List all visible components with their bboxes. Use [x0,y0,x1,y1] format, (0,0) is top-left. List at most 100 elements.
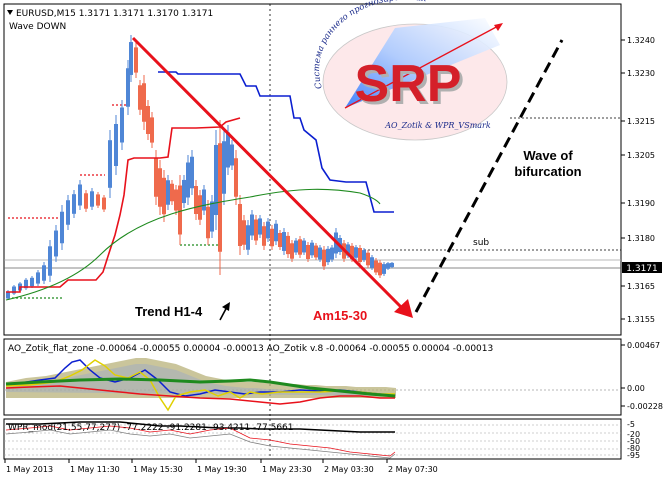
wpr-tick-label: -5 [627,420,635,429]
bear-candle [154,158,158,197]
bull-candle [326,248,330,263]
wpr-tick-label: -50 [627,437,640,446]
bear-candle [242,220,246,245]
bear-candle [286,235,290,255]
bull-candle [12,286,16,294]
bull-candle [226,132,230,168]
bull-candle [354,247,358,258]
bull-candle [258,218,262,235]
time-axis[interactable]: 1 May 2013 1 May 11:30 1 May 15:30 1 May 19… [4,459,438,474]
bear-candle [96,194,100,206]
price-tick-label: 1.3180 [627,234,655,243]
blue-trailing-line [158,71,394,213]
bull-candle [60,211,64,244]
bull-candle [120,107,124,143]
bear-candle [146,106,150,134]
bull-candle [42,265,46,281]
bull-candle [72,194,76,214]
wpr-panel-legend: WPR_mod(21,55,77,277) -77.2222 -91.2281 … [8,423,294,433]
bear-candle [306,245,310,259]
bear-candle [350,245,354,260]
bear-candle [290,243,294,259]
time-tick-label: 1 May 11:30 [70,465,120,474]
bear-candle [84,193,88,209]
ao-tick-label: 0.00467 [627,341,660,350]
bull-candle [274,223,278,242]
bull-candle [390,262,394,268]
time-tick-label: 2 May 07:30 [388,465,438,474]
bull-candle [182,179,186,204]
wpr-gray-line [5,429,396,459]
wpr-black-line [6,421,395,433]
collapse-triangle-icon[interactable] [7,10,13,15]
bull-candle [222,141,226,194]
symbol-info-line: EURUSD,M15 1.3171 1.3171 1.3170 1.3171 [16,9,213,19]
bull-candle [370,257,374,268]
trend-label: Trend H1-4 [135,304,203,319]
bear-candle [102,197,106,210]
price-axis[interactable]: 1.3240 1.3230 1.3215 1.3205 1.3190 1.3180 1.31… [621,36,655,324]
bear-candle [234,158,238,197]
price-candles[interactable] [6,35,394,300]
logo-red-arrowhead-icon [494,23,503,31]
bull-candle [202,189,206,211]
main-price-panel[interactable] [3,3,622,336]
logo-letters-shadow: SRP [358,58,465,116]
bull-candle [318,247,322,260]
logo-letters: SRP [355,55,462,113]
bull-candle [266,221,270,239]
bear-candle [314,245,318,258]
bull-candle [108,140,112,188]
bull-candle [48,246,52,276]
price-tick-label: 1.3205 [627,151,655,160]
bear-candle [254,219,258,241]
bull-candle [330,247,334,260]
price-tick-label: 1.3190 [627,199,655,208]
bull-candle [230,144,234,166]
current-price-box [622,262,662,273]
current-price-value: 1.3171 [626,264,658,274]
time-tick-label: 2 May 03:30 [324,465,374,474]
wpr-levels [4,424,621,456]
bull-candle [310,242,314,256]
bull-candle [346,244,350,256]
bear-candle [198,195,202,220]
bear-candle [278,233,282,247]
bear-candle [194,186,198,214]
ao-blue-line [5,359,396,397]
time-tick-label: 1 May 19:30 [197,465,247,474]
logo-gradient-wedge [345,18,500,108]
bear-candle [174,189,178,211]
green-moving-average [5,188,381,301]
bull-candle [302,240,306,253]
bull-candle [246,225,250,250]
red-trailing-line [6,117,241,293]
ao-yellow-line [5,359,395,412]
wave-label-line2: bifurcation [514,164,581,179]
ao-indicator-panel[interactable] [3,338,622,416]
ao-axis: 0.00467 0.00 -0.00228 [621,341,663,411]
bull-candle [36,272,40,284]
bear-candle [358,248,362,262]
price-tick-label: 1.3165 [627,282,655,291]
wpr-tick-label: -95 [627,451,640,460]
ao-shadow-area [6,364,396,396]
ao-histogram [6,358,396,398]
bear-candle [178,185,182,235]
wpr-tick-label: -80 [627,444,640,453]
ao-red-line [5,385,395,405]
bull-candle [186,162,190,198]
bull-candle [90,191,94,207]
bull-candle [294,240,298,253]
bear-candle [162,177,166,215]
ao-tick-label: -0.00228 [627,402,663,411]
wpr-axis: -5-20-50-80-95 [627,420,640,460]
bull-candle [190,156,194,189]
logo-red-arrow-line [344,24,501,109]
wpr-red-line [5,425,396,457]
bull-candle [129,42,133,75]
time-tick-label: 1 May 2013 [6,465,53,474]
indicator-label: Wave DOWN [9,22,66,32]
price-tick-label: 1.3240 [627,36,655,45]
